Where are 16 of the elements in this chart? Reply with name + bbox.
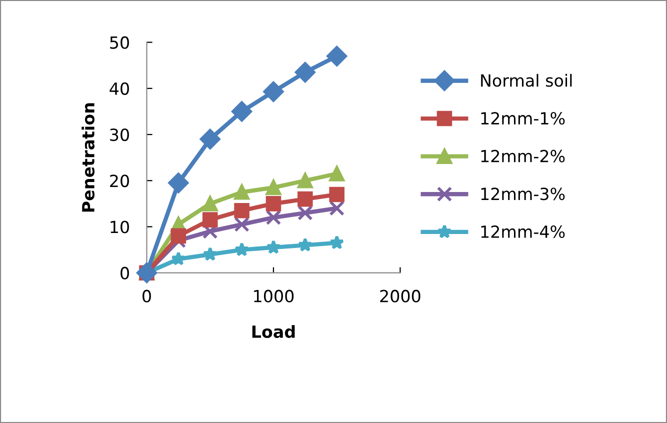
legend-label: 12mm-3% xyxy=(481,188,565,200)
y-tick-label: 40 xyxy=(110,82,129,95)
x-tick-label: 0 xyxy=(142,290,151,302)
y-tick-label: 20 xyxy=(110,174,129,188)
y-tick-label: 30 xyxy=(110,128,129,142)
y-tick-label: 50 xyxy=(110,36,129,49)
y-tick-label: 0 xyxy=(120,266,129,280)
x-axis-title: Load xyxy=(252,325,295,338)
x-tick-label: 1000 xyxy=(254,290,294,302)
y-axis-title: Penetration xyxy=(82,103,95,212)
legend-label: 12mm-2% xyxy=(481,150,565,162)
x-tick-label: 2000 xyxy=(380,290,420,302)
legend-label: Normal soil xyxy=(481,74,572,87)
legend-label: 12mm-4% xyxy=(481,225,565,238)
y-tick-label: 10 xyxy=(110,220,129,234)
legend-label: 12mm-1% xyxy=(481,112,565,125)
